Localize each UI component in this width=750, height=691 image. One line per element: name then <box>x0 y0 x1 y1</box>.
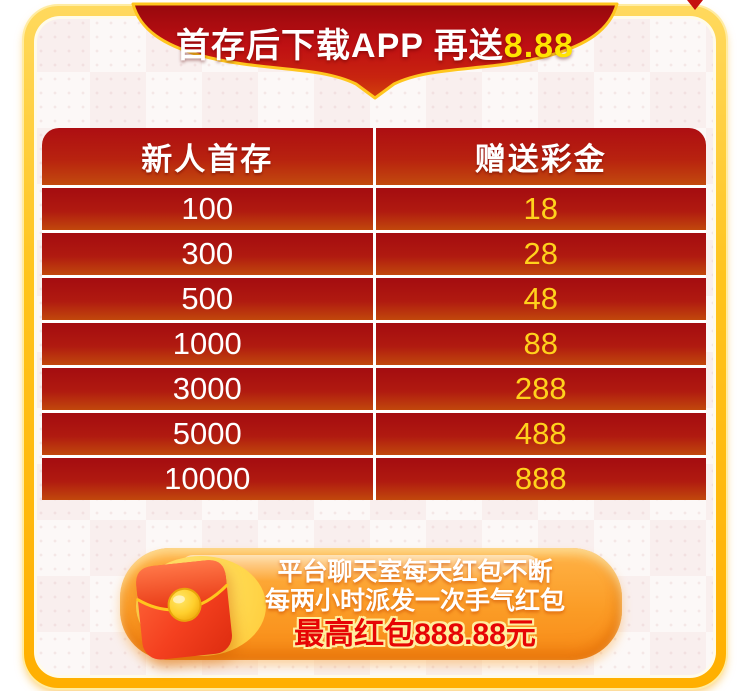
promo-line-max-amount: 最高红包888.88元 <box>294 618 536 651</box>
table-header-deposit: 新人首存 <box>42 128 373 185</box>
table-row-deposit: 500 <box>42 278 373 320</box>
table-row-bonus: 48 <box>375 278 706 320</box>
promo-text-block: 平台聊天室每天红包不断 每两小时派发一次手气红包 最高红包888.88元 <box>215 558 615 653</box>
header-ribbon: 首存后下载APP 再送8.88 <box>128 2 622 104</box>
table-header-bonus: 赠送彩金 <box>375 128 706 185</box>
table-row-bonus: 28 <box>375 233 706 275</box>
table-row-deposit: 5000 <box>42 413 373 455</box>
table-row-bonus: 88 <box>375 323 706 365</box>
table-row-bonus: 488 <box>375 413 706 455</box>
corner-decoration <box>687 0 703 10</box>
banner-title: 首存后下载APP 再送8.88 <box>128 18 622 67</box>
promo-line-2: 每两小时派发一次手气红包 <box>264 587 565 615</box>
table-row-deposit: 3000 <box>42 368 373 410</box>
banner-title-text: 首存后下载APP 再送 <box>176 27 504 65</box>
banner-title-highlight: 8.88 <box>503 27 574 65</box>
deposit-bonus-table: 新人首存 赠送彩金 100 18 300 28 500 48 1000 88 3… <box>42 128 706 500</box>
table-row-bonus: 888 <box>375 458 706 500</box>
table-row-deposit: 10000 <box>42 458 373 500</box>
table-row-deposit: 100 <box>42 188 373 230</box>
promo-line-1: 平台聊天室每天红包不断 <box>277 558 553 586</box>
table-row-deposit: 1000 <box>42 323 373 365</box>
red-envelope-icon <box>136 560 232 660</box>
table-row-deposit: 300 <box>42 233 373 275</box>
ribbon-shape <box>131 2 619 100</box>
table-row-bonus: 18 <box>375 188 706 230</box>
table-row-bonus: 288 <box>375 368 706 410</box>
